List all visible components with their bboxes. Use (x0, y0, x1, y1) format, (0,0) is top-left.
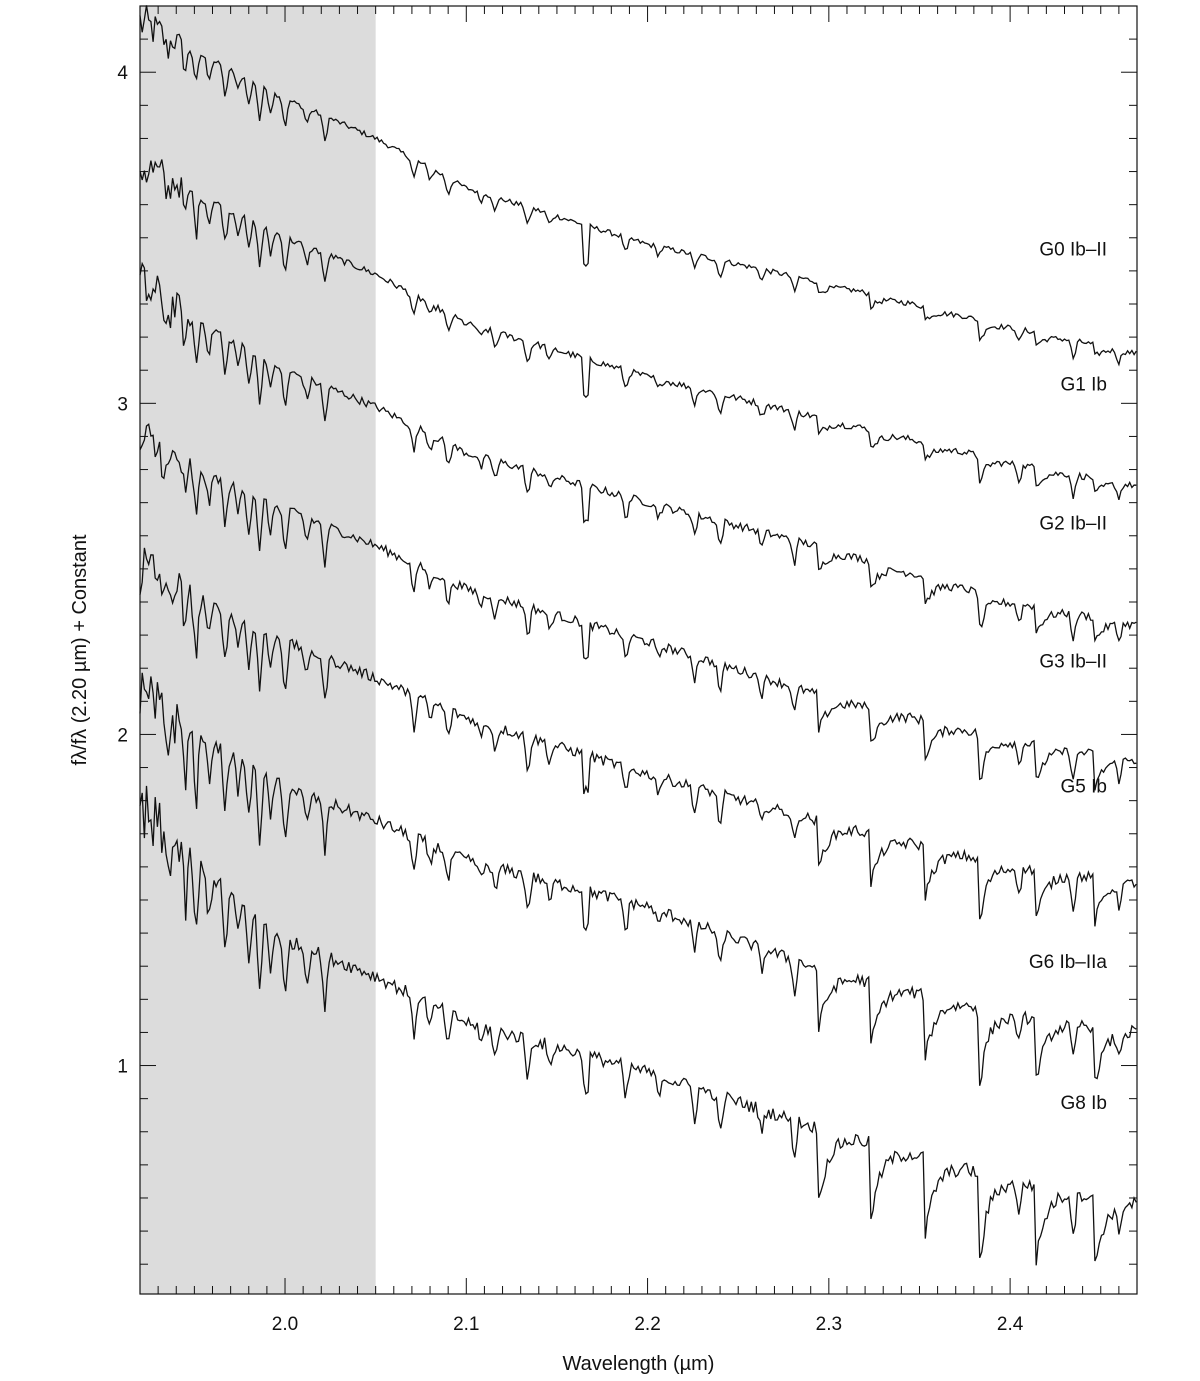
series-label: G6 Ib–IIa (1029, 952, 1108, 973)
spectrum-line (139, 785, 1137, 1266)
x-tick-label: 2.3 (816, 1314, 842, 1335)
spectrum-line (139, 5, 1137, 367)
x-tick-label: 2.1 (453, 1314, 479, 1335)
shaded-region (140, 6, 376, 1294)
tick-marks (139, 5, 1138, 1294)
spectrum-line (139, 261, 1137, 643)
y-tick-label: 1 (117, 1057, 128, 1078)
plot-frame (139, 5, 1138, 1295)
x-tick-label: 2.2 (634, 1314, 660, 1335)
series-label: G5 Ib (1061, 777, 1107, 798)
spectrum-line (139, 423, 1137, 791)
y-tick-label: 3 (117, 394, 128, 415)
x-tick-label: 2.4 (997, 1314, 1024, 1335)
spectrum-line (139, 547, 1137, 927)
spectrum-line (139, 672, 1137, 1086)
x-tick-label: 2.0 (272, 1314, 298, 1335)
spectra-group (139, 5, 1137, 1266)
y-tick-label: 2 (117, 725, 128, 746)
series-label: G3 Ib–II (1039, 652, 1107, 673)
series-labels: G0 Ib–II G1 Ib G2 Ib–II G3 Ib–II G5 Ib G6 Ib–… (1029, 240, 1108, 1114)
y-tick-labels: 1 2 3 4 (117, 63, 128, 1077)
y-axis-title: fλ/fλ (2.20 µm) + Constant (69, 534, 91, 765)
series-label: G2 Ib–II (1039, 514, 1107, 535)
spectrum-line (139, 159, 1137, 500)
series-label: G1 Ib (1061, 374, 1107, 395)
series-label: G0 Ib–II (1039, 240, 1107, 261)
y-tick-label: 4 (117, 63, 128, 84)
x-axis-title: Wavelength (µm) (563, 1353, 715, 1375)
series-label: G8 Ib (1061, 1093, 1107, 1114)
x-tick-labels: 2.0 2.1 2.2 2.3 2.4 (272, 1314, 1024, 1335)
